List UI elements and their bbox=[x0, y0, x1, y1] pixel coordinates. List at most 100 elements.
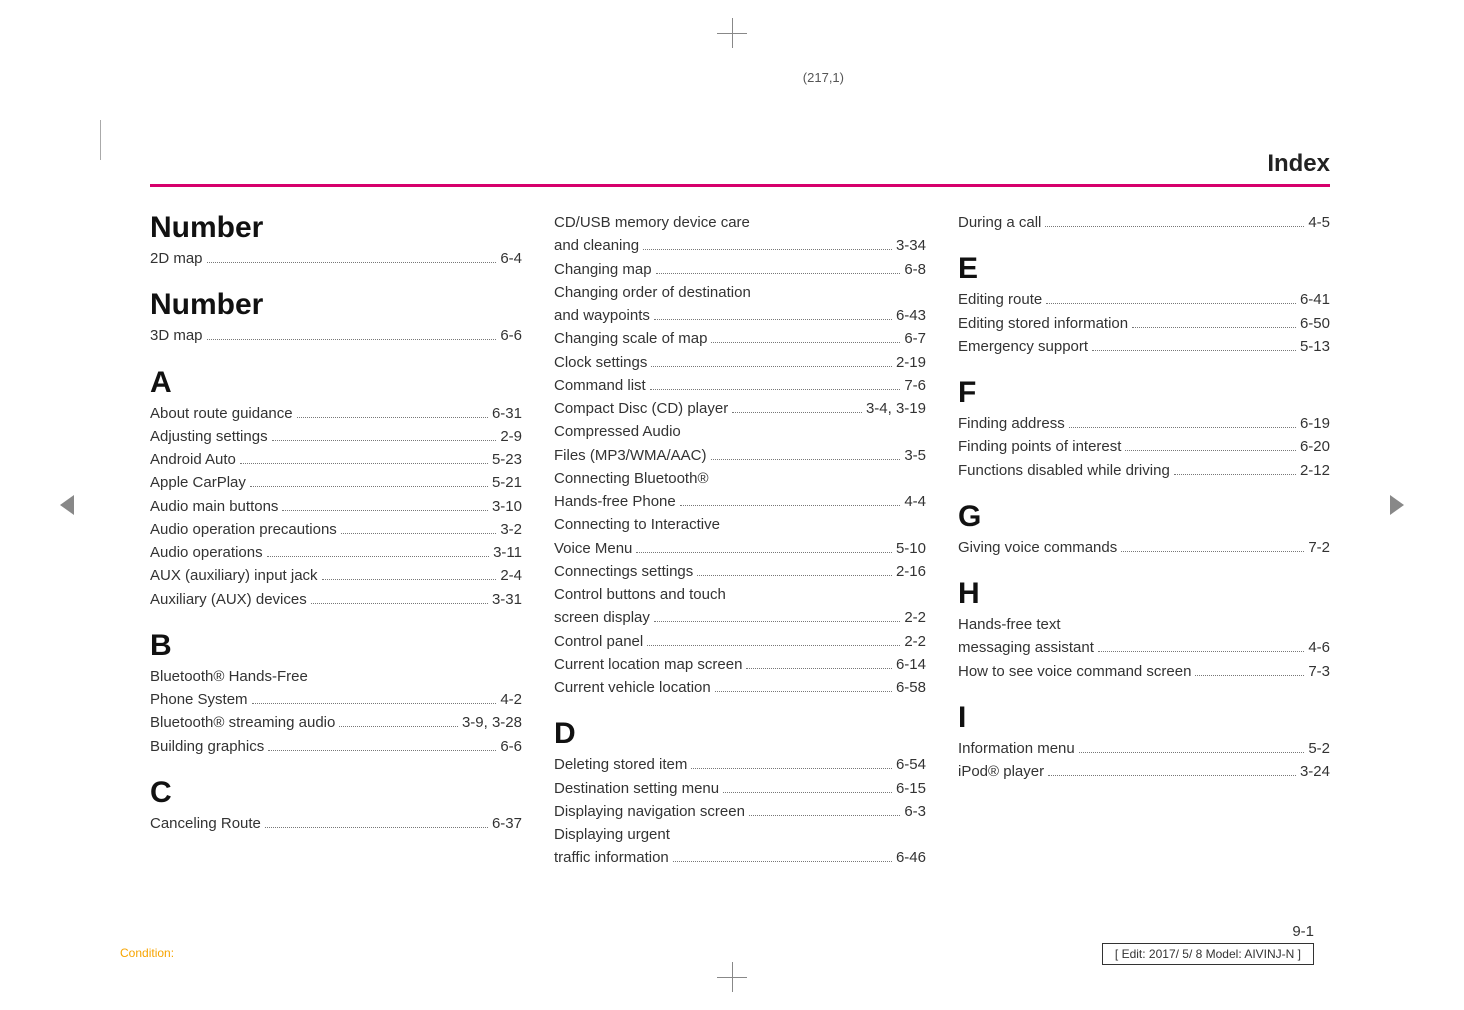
section-heading: A bbox=[150, 366, 522, 400]
leader-dots bbox=[297, 417, 488, 418]
index-entry-label: Functions disabled while driving bbox=[958, 459, 1170, 482]
index-entry: 3D map6-6 bbox=[150, 324, 522, 347]
index-entry-label: Changing order of destination bbox=[554, 281, 751, 304]
index-entry-label: Information menu bbox=[958, 737, 1075, 760]
leader-dots bbox=[651, 366, 892, 367]
index-entry: Changing order of destination bbox=[554, 281, 926, 304]
index-entry-label: Current vehicle location bbox=[554, 676, 711, 699]
index-entry-page: 2-12 bbox=[1300, 459, 1330, 482]
index-entry-label: 3D map bbox=[150, 324, 203, 347]
leader-dots bbox=[1195, 675, 1304, 676]
index-entry-label: Bluetooth® Hands-Free bbox=[150, 665, 308, 688]
index-entry-page: 3-9, 3-28 bbox=[462, 711, 522, 734]
index-entry: 2D map6-4 bbox=[150, 247, 522, 270]
index-entry-page: 6-20 bbox=[1300, 435, 1330, 458]
index-entry: screen display2-2 bbox=[554, 606, 926, 629]
leader-dots bbox=[636, 552, 892, 553]
leader-dots bbox=[1079, 752, 1305, 753]
index-entry: Android Auto5-23 bbox=[150, 448, 522, 471]
index-entry-page: 6-54 bbox=[896, 753, 926, 776]
index-entry: Files (MP3/WMA/AAC)3-5 bbox=[554, 444, 926, 467]
index-entry-page: 6-6 bbox=[500, 735, 522, 758]
index-entry-label: and cleaning bbox=[554, 234, 639, 257]
leader-dots bbox=[250, 486, 488, 487]
index-entry-label: Destination setting menu bbox=[554, 777, 719, 800]
index-entry: Deleting stored item6-54 bbox=[554, 753, 926, 776]
index-entry: Compact Disc (CD) player3-4, 3-19 bbox=[554, 397, 926, 420]
index-entry-label: Voice Menu bbox=[554, 537, 632, 560]
index-entry-page: 6-8 bbox=[904, 258, 926, 281]
leader-dots bbox=[267, 556, 489, 557]
leader-dots bbox=[650, 389, 901, 390]
leader-dots bbox=[746, 668, 892, 669]
index-entry-label: Displaying urgent bbox=[554, 823, 670, 846]
index-entry: Editing route6-41 bbox=[958, 288, 1330, 311]
index-entry-page: 6-31 bbox=[492, 402, 522, 425]
index-entry-label: During a call bbox=[958, 211, 1041, 234]
index-entry-label: Phone System bbox=[150, 688, 248, 711]
index-entry: Current location map screen6-14 bbox=[554, 653, 926, 676]
index-entry-page: 6-19 bbox=[1300, 412, 1330, 435]
index-entry: Connecting Bluetooth® bbox=[554, 467, 926, 490]
index-entry: Apple CarPlay5-21 bbox=[150, 471, 522, 494]
index-entry: Changing map6-8 bbox=[554, 258, 926, 281]
leader-dots bbox=[1174, 474, 1296, 475]
leader-dots bbox=[282, 510, 488, 511]
index-entry-page: 2-9 bbox=[500, 425, 522, 448]
header-rule bbox=[150, 184, 1330, 187]
leader-dots bbox=[732, 412, 862, 413]
index-entry-label: Canceling Route bbox=[150, 812, 261, 835]
index-entry: Information menu5-2 bbox=[958, 737, 1330, 760]
index-entry-label: Emergency support bbox=[958, 335, 1088, 358]
leader-dots bbox=[1069, 427, 1296, 428]
leader-dots bbox=[654, 621, 900, 622]
index-entry: Finding address 6-19 bbox=[958, 412, 1330, 435]
leader-dots bbox=[749, 815, 900, 816]
index-entry: Current vehicle location 6-58 bbox=[554, 676, 926, 699]
section-heading: Number bbox=[150, 288, 522, 322]
index-entry-label: Editing stored information bbox=[958, 312, 1128, 335]
leader-dots bbox=[272, 440, 497, 441]
index-entry-page: 2-2 bbox=[904, 630, 926, 653]
index-entry-page: 5-23 bbox=[492, 448, 522, 471]
index-entry-page: 3-4, 3-19 bbox=[866, 397, 926, 420]
leader-dots bbox=[1098, 651, 1304, 652]
index-entry-label: Finding address bbox=[958, 412, 1065, 435]
index-entry-label: Apple CarPlay bbox=[150, 471, 246, 494]
index-entry-page: 6-58 bbox=[896, 676, 926, 699]
leader-dots bbox=[715, 691, 892, 692]
index-entry-label: Adjusting settings bbox=[150, 425, 268, 448]
index-entry: Audio operation precautions3-2 bbox=[150, 518, 522, 541]
index-entry-page: 6-50 bbox=[1300, 312, 1330, 335]
index-entry: Command list7-6 bbox=[554, 374, 926, 397]
index-entry-page: 6-4 bbox=[500, 247, 522, 270]
index-entry-label: Finding points of interest bbox=[958, 435, 1121, 458]
index-entry-page: 7-3 bbox=[1308, 660, 1330, 683]
index-entry-label: Displaying navigation screen bbox=[554, 800, 745, 823]
leader-dots bbox=[1121, 551, 1304, 552]
index-entry-label: Compressed Audio bbox=[554, 420, 681, 443]
leader-dots bbox=[697, 575, 892, 576]
index-entry: Giving voice commands7-2 bbox=[958, 536, 1330, 559]
index-entry: Bluetooth® streaming audio3-9, 3-28 bbox=[150, 711, 522, 734]
index-entry-label: CD/USB memory device care bbox=[554, 211, 750, 234]
index-entry-label: About route guidance bbox=[150, 402, 293, 425]
gutter-arrow-right-icon bbox=[1390, 495, 1404, 515]
index-entry-page: 3-34 bbox=[896, 234, 926, 257]
trim-tick-left bbox=[100, 120, 101, 160]
index-entry: Connecting to Interactive bbox=[554, 513, 926, 536]
leader-dots bbox=[656, 273, 901, 274]
index-entry: Building graphics6-6 bbox=[150, 735, 522, 758]
index-entry: Editing stored information 6-50 bbox=[958, 312, 1330, 335]
index-entry: Connectings settings2-16 bbox=[554, 560, 926, 583]
index-entry-page: 3-31 bbox=[492, 588, 522, 611]
leader-dots bbox=[643, 249, 892, 250]
index-entry-page: 3-10 bbox=[492, 495, 522, 518]
index-entry-label: Audio operations bbox=[150, 541, 263, 564]
index-entry: Auxiliary (AUX) devices3-31 bbox=[150, 588, 522, 611]
index-entry-label: Hands-free text bbox=[958, 613, 1061, 636]
leader-dots bbox=[322, 579, 497, 580]
index-entry-label: Hands-free Phone bbox=[554, 490, 676, 513]
index-entry-label: Connecting to Interactive bbox=[554, 513, 720, 536]
index-entry-page: 6-14 bbox=[896, 653, 926, 676]
